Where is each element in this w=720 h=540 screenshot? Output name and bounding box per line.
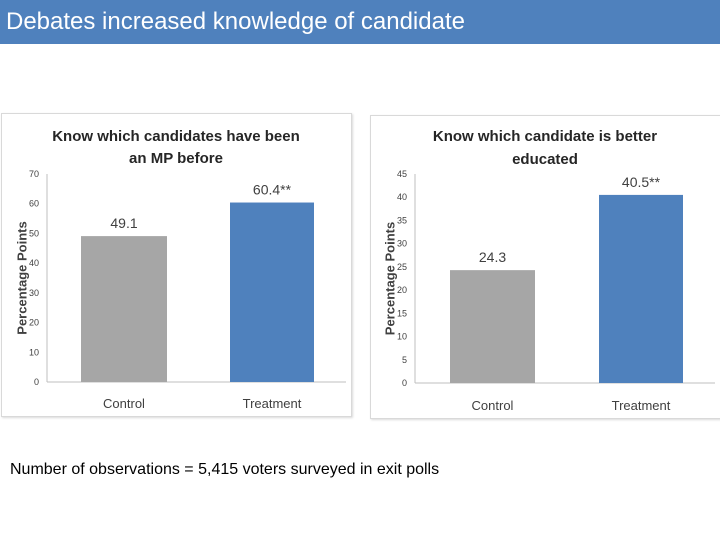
mp-category-label-treatment: Treatment <box>243 396 302 411</box>
mp-category-label-control: Control <box>103 396 145 411</box>
edu-y-tick-label: 45 <box>397 169 407 179</box>
edu-data-label-treatment: 40.5** <box>622 174 661 190</box>
mp-bar-treatment <box>230 202 314 382</box>
chart-mp-before: Know which candidates have been an MP bef… <box>1 113 352 417</box>
mp-y-tick-label: 10 <box>29 347 39 357</box>
mp-bar-control <box>81 236 167 382</box>
edu-y-tick-label: 5 <box>402 355 407 365</box>
edu-chart-title-line: educated <box>512 151 578 168</box>
mp-y-tick-label: 0 <box>34 377 39 387</box>
edu-data-label-control: 24.3 <box>479 249 506 265</box>
edu-category-label-control: Control <box>472 398 514 413</box>
edu-y-tick-label: 30 <box>397 239 407 249</box>
mp-y-tick-label: 60 <box>29 199 39 209</box>
footnote: Number of observations = 5,415 voters su… <box>10 461 440 478</box>
edu-bar-control <box>450 270 535 383</box>
mp-y-tick-label: 50 <box>29 228 39 238</box>
chart-better-educated: Know which candidate is better educated Pe… <box>370 115 720 419</box>
mp-y-tick-label: 70 <box>29 169 39 179</box>
mp-chart-title-line: Know which candidates have been <box>52 128 300 145</box>
chart-mp-before-svg: Know which candidates have been an MP bef… <box>14 128 346 411</box>
edu-y-tick-label: 25 <box>397 262 407 272</box>
edu-bar-treatment <box>599 194 683 383</box>
edu-y-tick-label: 15 <box>397 308 407 318</box>
edu-y-tick-label: 20 <box>397 285 407 295</box>
mp-chart-title-line: an MP before <box>129 150 223 167</box>
edu-y-axis-label: Percentage Points <box>382 222 397 335</box>
mp-y-tick-label: 40 <box>29 258 39 268</box>
edu-category-label-treatment: Treatment <box>612 398 671 413</box>
edu-y-tick-label: 0 <box>402 378 407 388</box>
chart-better-educated-svg: Know which candidate is better educated Pe… <box>382 128 715 413</box>
slide-title: Debates increased knowledge of candidate <box>0 0 720 44</box>
mp-y-tick-label: 30 <box>29 288 39 298</box>
mp-y-tick-label: 20 <box>29 318 39 328</box>
edu-y-tick-label: 35 <box>397 215 407 225</box>
mp-y-axis-label: Percentage Points <box>14 221 29 334</box>
mp-data-label-control: 49.1 <box>110 215 137 231</box>
mp-data-label-treatment: 60.4** <box>253 182 292 198</box>
edu-chart-title-line: Know which candidate is better <box>433 128 657 145</box>
edu-y-tick-label: 10 <box>397 332 407 342</box>
edu-y-tick-label: 40 <box>397 192 407 202</box>
